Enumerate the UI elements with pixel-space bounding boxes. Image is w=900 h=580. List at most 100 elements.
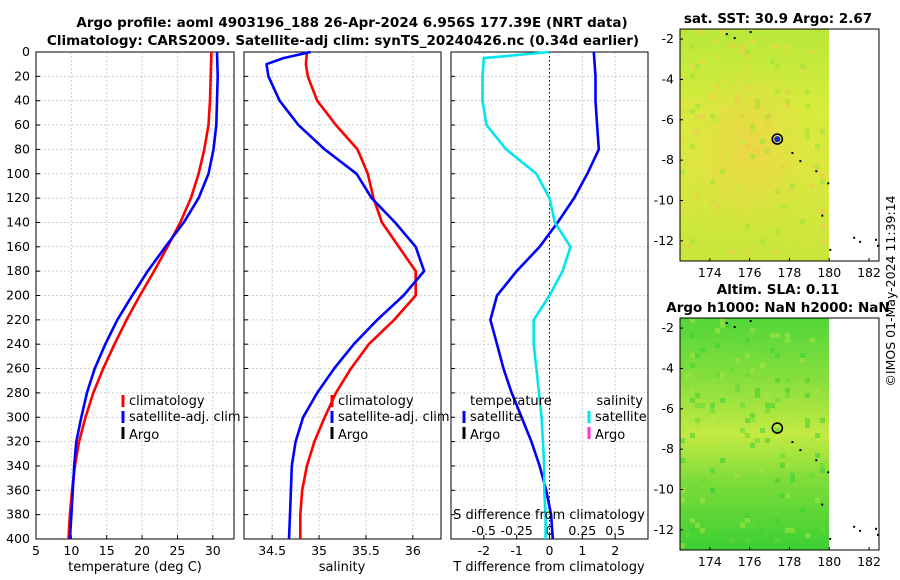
texture-cell xyxy=(785,493,790,498)
texture-cell xyxy=(805,134,810,139)
texture-cell xyxy=(745,49,750,54)
legend-s-satellite: satellite xyxy=(595,410,647,425)
texture-cell xyxy=(800,353,805,358)
texture-cell xyxy=(685,398,690,403)
island-mark xyxy=(749,31,752,34)
texture-cell xyxy=(805,423,810,428)
temperature-series xyxy=(67,51,219,540)
texture-cell xyxy=(695,64,700,69)
texture-cell xyxy=(770,403,775,408)
y-tick-label: 400 xyxy=(6,531,30,546)
texture-cell xyxy=(805,378,810,383)
legend-s-argo: Argo xyxy=(595,428,625,443)
texture-cell xyxy=(820,174,825,179)
texture-cell xyxy=(690,398,695,403)
s-tick-label: 0.5 xyxy=(605,523,625,538)
sst-warm-pool xyxy=(690,60,820,230)
texture-cell xyxy=(740,49,745,54)
texture-cell xyxy=(800,508,805,513)
legend-climatology: climatology xyxy=(129,394,205,409)
texture-cell xyxy=(705,413,710,418)
y-tick-label: 100 xyxy=(6,166,30,181)
island-mark xyxy=(749,320,752,323)
texture-cell xyxy=(775,109,780,114)
texture-cell xyxy=(720,323,725,328)
texture-cell xyxy=(760,428,765,433)
y-tick-label: 280 xyxy=(6,385,30,400)
texture-cell xyxy=(740,518,745,523)
texture-cell xyxy=(725,34,730,39)
legend-t-argo: Argo xyxy=(470,428,500,443)
texture-cell xyxy=(775,353,780,358)
texture-cell xyxy=(690,99,695,104)
texture-cell xyxy=(730,538,735,543)
y-tick-label: 20 xyxy=(14,68,30,83)
sst-ticks: 174 176 178 180 182 -2 -4 -6 -8 -10 -12 xyxy=(654,31,881,280)
texture-cell xyxy=(715,343,720,348)
temperature-legend: climatology satellite-adj. clim Argo xyxy=(121,394,241,443)
texture-cell xyxy=(740,44,745,49)
texture-cell xyxy=(810,164,815,169)
sst-islands xyxy=(725,31,880,251)
texture-cell xyxy=(775,538,780,543)
texture-cell xyxy=(715,373,720,378)
sla-map-panel: Altim. SLA: 0.11 Argo h1000: NaN h2000: … xyxy=(654,282,890,569)
texture-cell xyxy=(785,438,790,443)
texture-cell xyxy=(750,418,755,423)
texture-cell xyxy=(780,164,785,169)
texture-cell xyxy=(720,373,725,378)
texture-cell xyxy=(680,388,685,393)
texture-cell xyxy=(710,408,715,413)
texture-cell xyxy=(820,528,825,533)
texture-cell xyxy=(715,54,720,59)
series-line-satellite-adj-clim xyxy=(265,50,426,540)
texture-cell xyxy=(755,438,760,443)
texture-cell xyxy=(720,29,725,34)
argo-position-marker xyxy=(771,422,784,434)
texture-cell xyxy=(700,348,705,353)
island-mark xyxy=(799,449,802,452)
texture-cell xyxy=(810,453,815,458)
texture-cell xyxy=(790,184,795,189)
map-y-tick-label: -10 xyxy=(654,481,674,496)
x-tick-label: 36 xyxy=(405,543,421,558)
texture-cell xyxy=(775,478,780,483)
legend-salinity-title: salinity xyxy=(596,394,643,409)
difference-ticks: -2 -1 0 1 2 -0.5 -0.25 0 0.25 0.5 xyxy=(451,51,625,558)
texture-cell xyxy=(785,393,790,398)
island-mark xyxy=(859,240,862,243)
texture-cell xyxy=(700,59,705,64)
sst-map-title: sat. SST: 30.9 Argo: 2.67 xyxy=(684,11,872,27)
texture-cell xyxy=(775,378,780,383)
texture-cell xyxy=(750,129,755,134)
texture-cell xyxy=(680,254,685,259)
texture-cell xyxy=(820,513,825,518)
texture-cell xyxy=(745,373,750,378)
texture-cell xyxy=(765,149,770,154)
texture-cell xyxy=(745,518,750,523)
texture-cell xyxy=(755,393,760,398)
texture-cell xyxy=(750,413,755,418)
texture-cell xyxy=(740,234,745,239)
island-mark xyxy=(733,37,736,40)
y-tick-label: 380 xyxy=(6,507,30,522)
texture-cell xyxy=(785,44,790,49)
island-mark xyxy=(877,244,880,247)
texture-cell xyxy=(710,403,715,408)
island-mark xyxy=(875,238,878,241)
texture-cell xyxy=(730,333,735,338)
island-mark xyxy=(791,441,794,444)
texture-cell xyxy=(695,134,700,139)
texture-cell xyxy=(805,89,810,94)
texture-cell xyxy=(790,398,795,403)
texture-cell xyxy=(710,488,715,493)
x-tick-label: 35 xyxy=(311,543,327,558)
series-line-salinity-satellite xyxy=(481,50,572,539)
t-difference-xlabel: T difference from climatology xyxy=(452,560,645,575)
island-mark xyxy=(799,160,802,163)
texture-cell xyxy=(695,393,700,398)
texture-cell xyxy=(820,468,825,473)
island-mark xyxy=(791,152,794,155)
texture-cell xyxy=(680,99,685,104)
x-tick-label: 35.5 xyxy=(352,543,380,558)
